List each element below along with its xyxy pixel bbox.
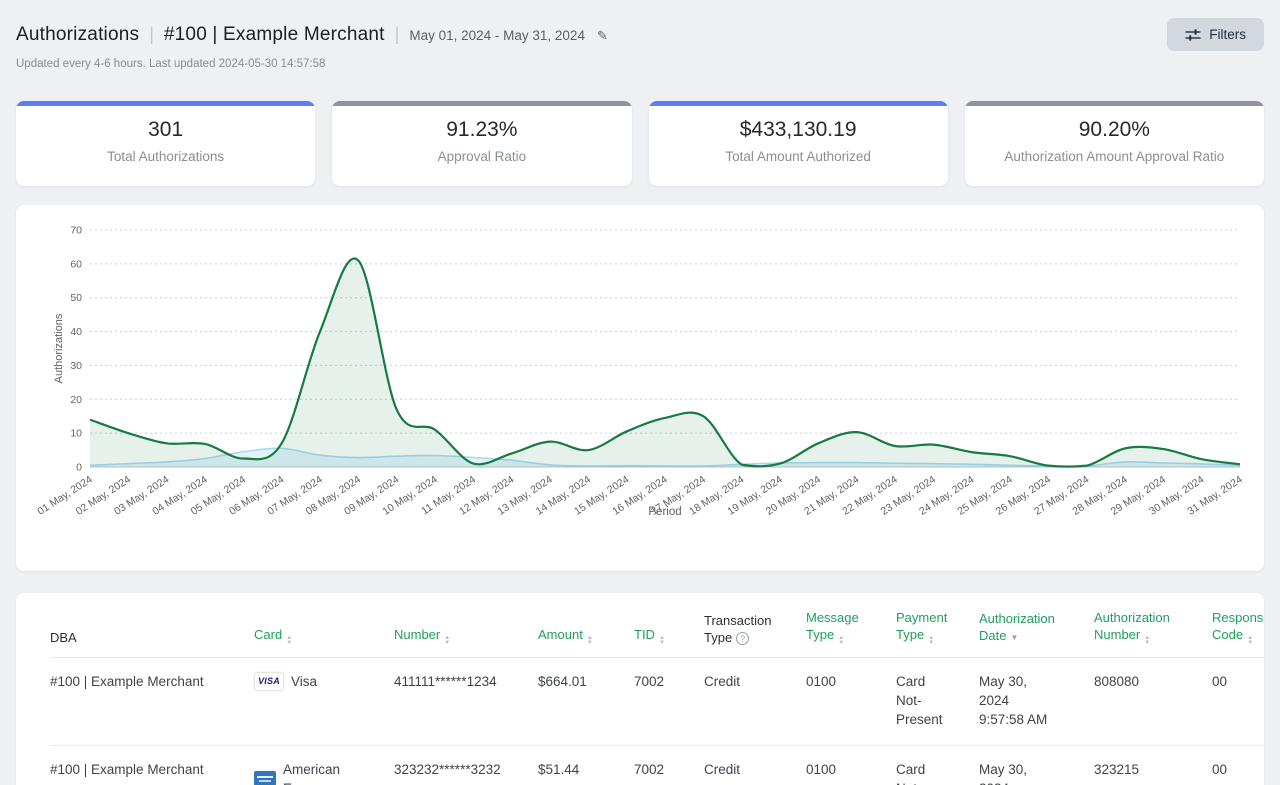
column-header-message_type[interactable]: Message Type ▲ ▼ — [806, 610, 859, 646]
page-title: Authorizations — [16, 23, 140, 45]
svg-text:40: 40 — [70, 326, 82, 338]
title-separator: | — [149, 23, 154, 44]
sort-icon: ▲ ▼ — [928, 635, 935, 646]
edit-date-range-icon[interactable]: ✎ — [596, 27, 608, 43]
filters-button[interactable]: Filters — [1167, 18, 1264, 51]
stat-card-2: $433,130.19 Total Amount Authorized — [648, 101, 948, 186]
stat-card-accent-bar — [16, 101, 316, 106]
cell-authorization_date: May 30, 2024 9:57:58 AM — [979, 674, 1048, 727]
stat-card-accent-bar — [964, 101, 1264, 106]
cell-message_type: 0100 — [806, 762, 837, 777]
sort-icon: ▲ ▼ — [1247, 635, 1254, 646]
svg-text:10: 10 — [70, 428, 82, 440]
stat-card-1: 91.23% Approval Ratio — [332, 101, 632, 186]
stat-card-label: Total Authorizations — [107, 149, 225, 164]
svg-text:Period: Period — [648, 506, 681, 518]
page-header: Authorizations | #100 | Example Merchant… — [16, 18, 1264, 51]
cell-card: VISA Visa — [254, 658, 394, 746]
last-updated-text: Updated every 4-6 hours. Last updated 20… — [16, 58, 326, 70]
breadcrumb: Authorizations | #100 | Example Merchant… — [16, 24, 608, 46]
amex-logo-icon — [254, 771, 276, 785]
stat-card-value: 90.20% — [1078, 118, 1150, 141]
stat-card-value: 301 — [148, 118, 184, 141]
stat-card-label: Total Amount Authorized — [725, 149, 871, 164]
cell-dba: #100 | Example Merchant — [50, 674, 204, 689]
cell-number: 411111******1234 — [394, 674, 497, 689]
cell-response_code: 00 — [1212, 674, 1228, 689]
stat-card-accent-bar — [332, 101, 632, 106]
filter-sliders-icon — [1185, 28, 1201, 42]
cell-authorization_number: 323215 — [1094, 762, 1140, 777]
table-row[interactable]: #100 | Example Merchant American Express 3… — [50, 746, 1264, 785]
column-header-dba: DBA — [50, 630, 77, 645]
sort-icon: ▲ ▼ — [444, 635, 451, 646]
authorizations-page: Authorizations | #100 | Example Merchant… — [0, 18, 1280, 785]
svg-text:70: 70 — [70, 225, 82, 237]
authorizations-chart-panel: 0 10 20 30 40 50 60 70 Authorizations 01 May, 202… — [16, 205, 1264, 571]
svg-text:50: 50 — [70, 292, 82, 304]
help-icon[interactable]: ? — [736, 632, 750, 645]
sort-icon: ▲ ▼ — [586, 635, 593, 646]
merchant-title: #100 | Example Merchant — [163, 23, 385, 45]
cell-number: 323232******3232 — [394, 762, 501, 777]
title-separator: | — [394, 23, 400, 44]
sort-icon: ▲ ▼ — [658, 635, 665, 646]
column-header-amount[interactable]: Amount ▲ ▼ — [538, 627, 593, 646]
column-header-transaction_type: Transaction Type? — [704, 613, 772, 645]
card-brand-name: Visa — [291, 674, 318, 689]
cell-payment_type: Card Not- Present — [896, 762, 926, 785]
cell-tid: 7002 — [634, 674, 665, 689]
column-header-authorization_date[interactable]: Authorization Date ▼ — [979, 611, 1055, 643]
column-header-response_code[interactable]: Response Code▲▼ — [1212, 610, 1264, 646]
filters-button-label: Filters — [1209, 27, 1246, 42]
svg-text:60: 60 — [70, 258, 82, 270]
stat-cards-row: 301 Total Authorizations 91.23% Approval Ra… — [16, 101, 1264, 186]
stat-card-label: Authorization Amount Approval Ratio — [1004, 149, 1225, 164]
sort-icon: ▲ ▼ — [838, 635, 845, 646]
cell-amount: $51.44 — [538, 762, 580, 777]
svg-text:0: 0 — [76, 462, 82, 474]
svg-text:Authorizations: Authorizations — [53, 313, 65, 383]
column-header-payment_type[interactable]: Payment Type ▲ ▼ — [896, 610, 948, 646]
cell-card: American Express — [254, 746, 394, 785]
sort-desc-icon: ▼ — [1010, 633, 1019, 642]
visa-logo-icon: VISA — [254, 672, 284, 691]
svg-text:30: 30 — [70, 360, 82, 372]
cell-response_code: 00 — [1212, 762, 1228, 777]
table-row[interactable]: #100 | Example Merchant VISA Visa 411111***… — [50, 658, 1264, 746]
cell-authorization_number: 808080 — [1094, 674, 1140, 689]
column-header-card[interactable]: Card ▲ ▼ — [254, 627, 293, 646]
stat-card-0: 301 Total Authorizations — [16, 101, 316, 186]
column-header-authorization_number[interactable]: Authorization Number ▲ ▼ — [1094, 610, 1170, 646]
stat-card-value: $433,130.19 — [739, 118, 857, 141]
cell-amount: $664.01 — [538, 674, 587, 689]
cell-tid: 7002 — [634, 762, 665, 777]
card-brand-name: American Express — [283, 762, 341, 785]
authorizations-table-panel: DBA Card ▲ ▼ Number ▲ ▼ Amount ▲ ▼ TID ▲ ▼ Transactio… — [16, 593, 1264, 785]
column-header-tid[interactable]: TID ▲ ▼ — [634, 627, 665, 646]
authorizations-table: DBA Card ▲ ▼ Number ▲ ▼ Amount ▲ ▼ TID ▲ ▼ Transactio… — [50, 593, 1264, 785]
stat-card-3: 90.20% Authorization Amount Approval Rati… — [964, 101, 1264, 186]
sort-icon: ▲ ▼ — [286, 635, 293, 646]
stat-card-accent-bar — [648, 101, 948, 106]
cell-transaction_type: Credit — [704, 674, 741, 689]
cell-message_type: 0100 — [806, 674, 837, 689]
stat-card-value: 91.23% — [446, 118, 518, 141]
cell-dba: #100 | Example Merchant — [50, 762, 204, 777]
sort-icon: ▲ ▼ — [1144, 635, 1151, 646]
cell-authorization_date: May 30, 2024 9:07:09 AM — [979, 762, 1028, 785]
cell-transaction_type: Credit — [704, 762, 741, 777]
svg-text:20: 20 — [70, 394, 82, 406]
stat-card-label: Approval Ratio — [437, 149, 527, 164]
cell-payment_type: Card Not- Present — [896, 674, 943, 727]
column-header-number[interactable]: Number ▲ ▼ — [394, 627, 451, 646]
date-range: May 01, 2024 - May 31, 2024 — [409, 27, 585, 43]
